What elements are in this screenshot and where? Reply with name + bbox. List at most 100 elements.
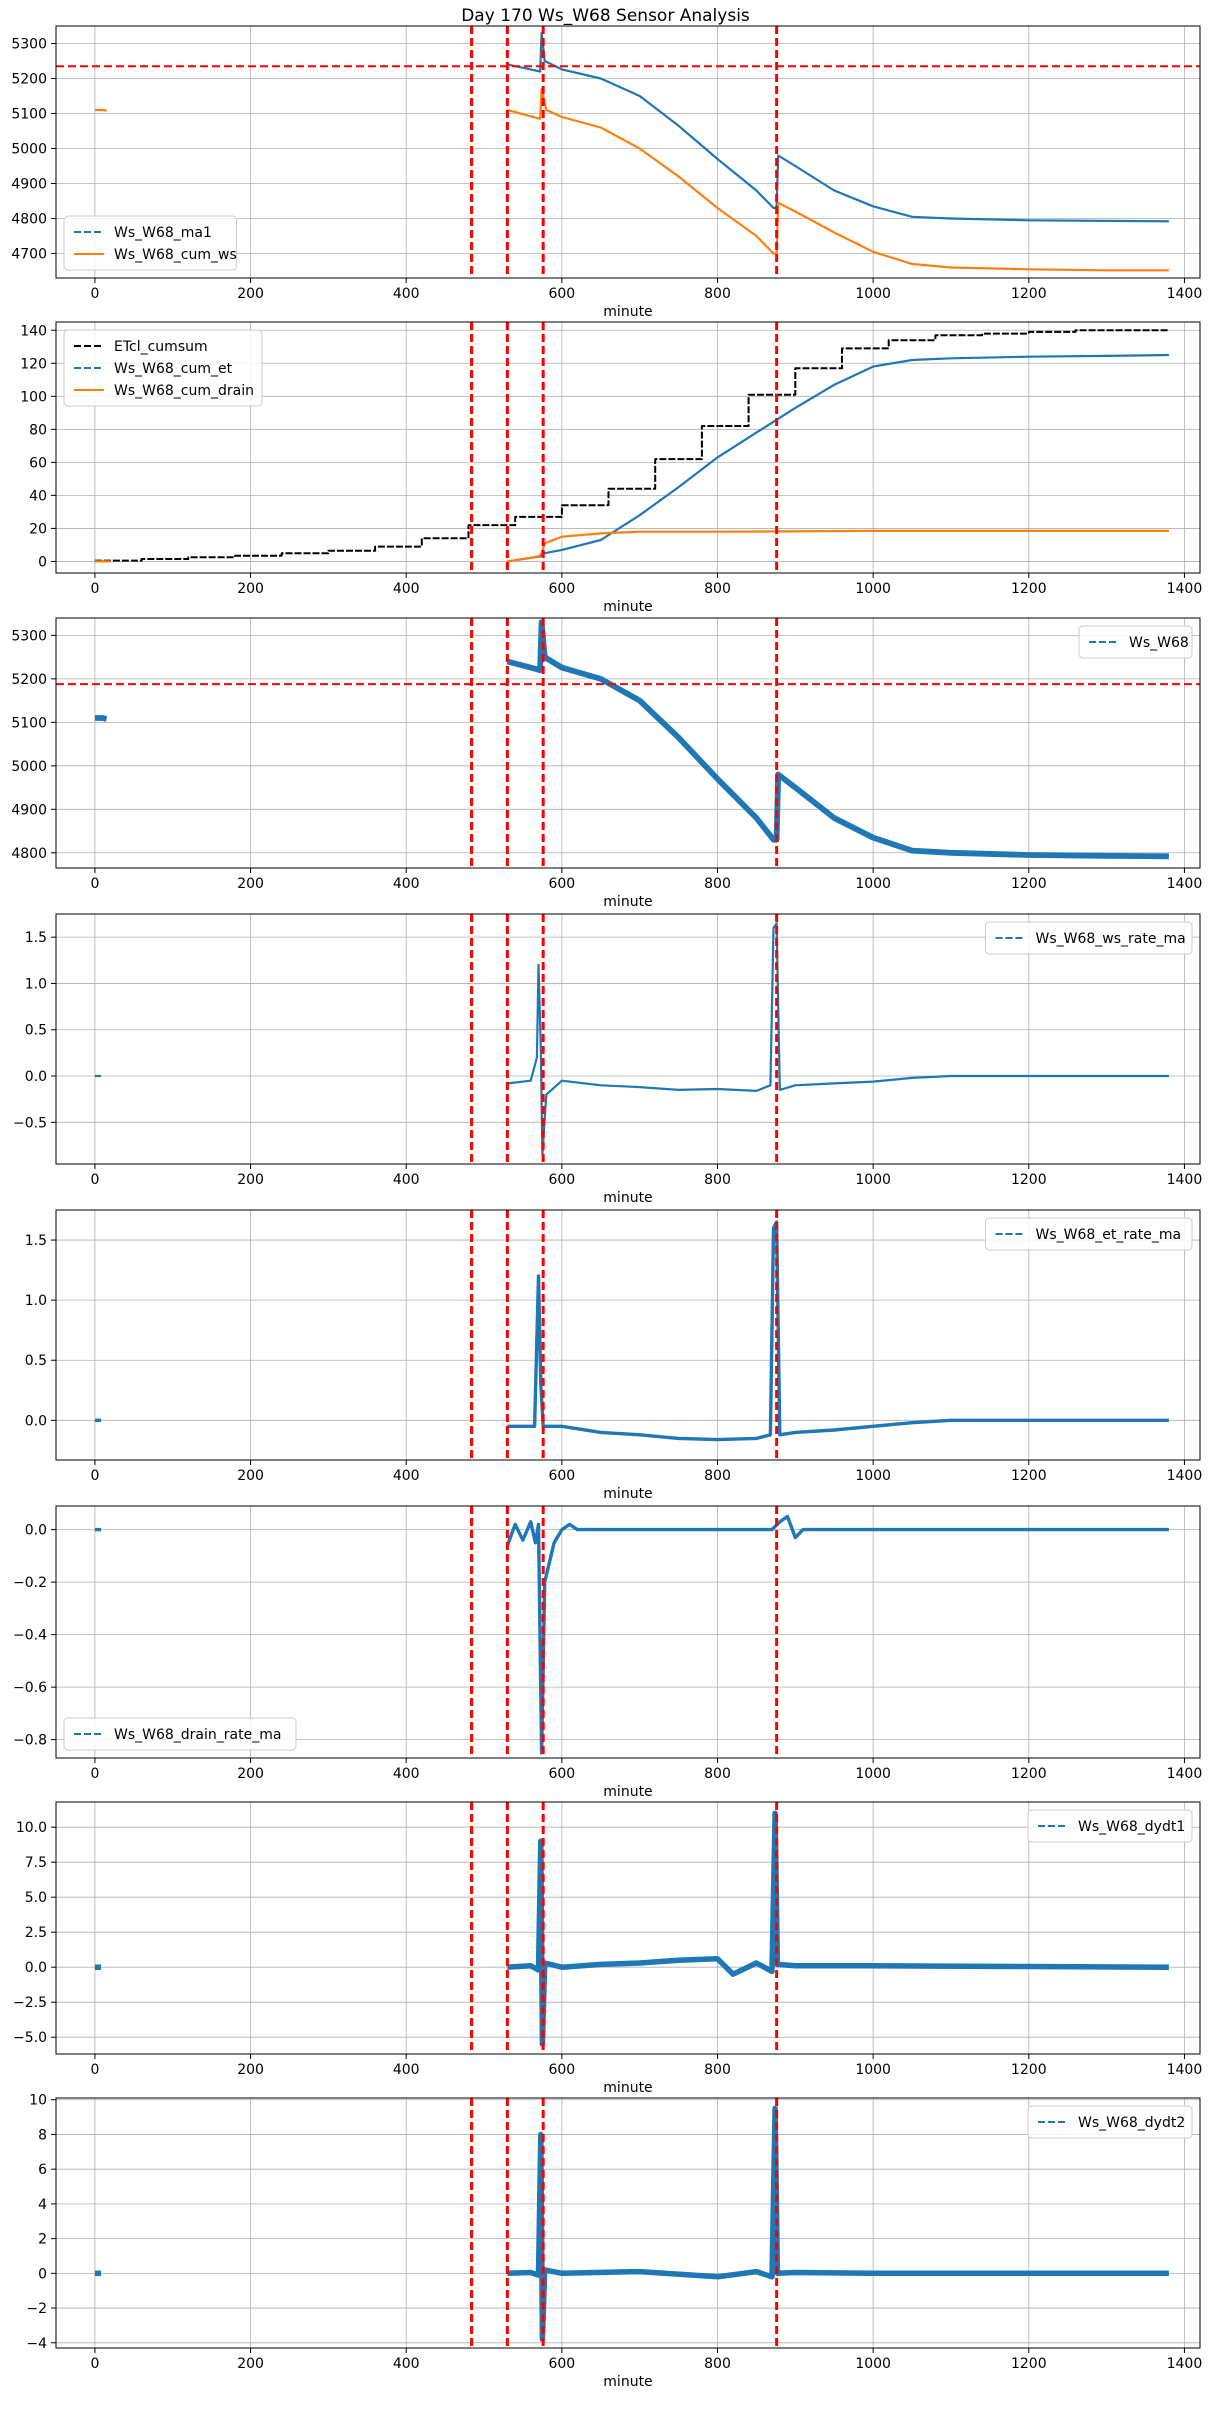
- y-tick-label: 1.5: [25, 1233, 47, 1249]
- legend-box: [985, 1217, 1193, 1251]
- y-tick-label: 8: [38, 2127, 47, 2143]
- y-tick-label: 4800: [11, 212, 47, 228]
- plot-area: [94, 619, 1169, 860]
- chart-panel-7: 0 200 400 600 800 1000 1200 1400 −5.0 −2.5 0.0 2.5 5…: [13, 1801, 1203, 2096]
- plot-area: [94, 1220, 1169, 1442]
- y-tick-label: 2.5: [25, 1925, 47, 1941]
- y-tick-label: 0.0: [25, 1523, 47, 1539]
- legend-box: [1027, 2105, 1193, 2139]
- y-tick-label: 4900: [11, 177, 47, 193]
- x-tick-label: 800: [704, 2062, 731, 2078]
- y-tick-label: 0.0: [25, 1960, 47, 1976]
- series-line-Ws_W68: [94, 715, 108, 722]
- y-tick-label: 1.5: [25, 930, 47, 946]
- legend-label: Ws_W68_cum_ws: [114, 247, 237, 263]
- legend-label: Ws_W68_dydt2: [1078, 2115, 1185, 2131]
- x-axis-label: minute: [603, 599, 652, 615]
- x-tick-label: 0: [90, 2356, 99, 2372]
- x-tick-label: 1000: [855, 581, 891, 597]
- x-tick-label: 200: [237, 286, 264, 302]
- x-tick-label: 600: [548, 286, 575, 302]
- legend: Ws_W68: [1078, 625, 1193, 659]
- x-tick-label: 1000: [855, 2356, 891, 2372]
- y-tick-label: 5000: [11, 142, 47, 158]
- x-tick-label: 400: [393, 876, 420, 892]
- x-tick-label: 800: [704, 286, 731, 302]
- x-tick-label: 1000: [855, 2062, 891, 2078]
- x-tick-label: 1200: [1011, 1766, 1047, 1782]
- y-tick-label: −0.6: [13, 1680, 47, 1696]
- y-tick-label: 1.0: [25, 1293, 47, 1309]
- x-tick-label: 0: [90, 581, 99, 597]
- x-tick-label: 1400: [1167, 1766, 1203, 1782]
- y-tick-label: 80: [29, 422, 47, 438]
- series-line-Ws_W68_cum_ws: [507, 87, 1169, 272]
- legend-box: [1027, 1809, 1193, 1843]
- y-tick-label: 120: [20, 356, 47, 372]
- legend-box: [985, 921, 1193, 955]
- x-tick-label: 1400: [1167, 1468, 1203, 1484]
- axes-frame: [55, 1801, 1201, 2055]
- x-tick-label: 200: [237, 1468, 264, 1484]
- x-axis-label: minute: [603, 1784, 652, 1800]
- axes-frame: [55, 321, 1201, 574]
- x-tick-label: 400: [393, 581, 420, 597]
- legend: Ws_W68_dydt2: [1027, 2105, 1193, 2139]
- y-tick-label: −2.5: [13, 1995, 47, 2011]
- legend: Ws_W68_drain_rate_ma: [63, 1717, 297, 1751]
- y-tick-label: 0: [38, 554, 47, 570]
- x-tick-label: 200: [237, 2062, 264, 2078]
- y-tick-label: 5300: [11, 628, 47, 644]
- y-tick-label: 0.0: [25, 1413, 47, 1429]
- x-tick-label: 1400: [1167, 286, 1203, 302]
- legend: Ws_W68_et_rate_ma: [985, 1217, 1193, 1251]
- x-tick-label: 600: [548, 581, 575, 597]
- x-tick-label: 1200: [1011, 1468, 1047, 1484]
- x-tick-label: 1400: [1167, 581, 1203, 597]
- chart-panel-3: 0 200 400 600 800 1000 1200 1400 4800 4900 5000 510…: [11, 617, 1202, 910]
- x-tick-label: 200: [237, 2356, 264, 2372]
- axes-frame: [55, 1505, 1201, 1759]
- legend: Ws_W68_ws_rate_ma: [985, 921, 1193, 955]
- y-tick-label: 40: [29, 488, 47, 504]
- x-tick-label: 1000: [855, 1468, 891, 1484]
- axes-frame: [55, 1209, 1201, 1461]
- series-line-Ws_W68_cum_ws: [94, 108, 107, 112]
- y-tick-label: 5100: [11, 107, 47, 123]
- chart-panel-1: 0 200 400 600 800 1000 1200 1400 4700 4800 4900 500…: [11, 25, 1203, 320]
- plot-area: [94, 922, 1169, 1156]
- series-line-Ws_W68_dydt2: [507, 2105, 1169, 2343]
- y-tick-label: 140: [20, 323, 47, 339]
- x-tick-label: 400: [393, 286, 420, 302]
- y-tick-label: 0.5: [25, 1023, 47, 1039]
- series-line-ETcl_cumsum: [94, 329, 1169, 562]
- legend-box: [63, 215, 237, 271]
- x-tick-label: 0: [90, 286, 99, 302]
- x-tick-label: 0: [90, 1468, 99, 1484]
- x-tick-label: 600: [548, 1172, 575, 1188]
- x-tick-label: 800: [704, 876, 731, 892]
- y-tick-label: 5000: [11, 759, 47, 775]
- plot-area: [94, 1514, 1169, 1755]
- x-tick-label: 1200: [1011, 2062, 1047, 2078]
- y-tick-label: −0.4: [13, 1628, 47, 1644]
- legend-label: Ws_W68_ws_rate_ma: [1036, 931, 1186, 947]
- y-tick-label: −0.5: [13, 1115, 47, 1131]
- legend-box: [63, 1717, 297, 1751]
- legend-box: [1078, 625, 1193, 659]
- x-tick-label: 800: [704, 1468, 731, 1484]
- x-tick-label: 1000: [855, 1766, 891, 1782]
- chart-panel-8: 0 200 400 600 800 1000 1200 1400 −4 −2 0 2 4 6 8 10 minu…: [26, 2093, 1202, 2390]
- y-tick-label: 4900: [11, 802, 47, 818]
- axes-frame: [55, 913, 1201, 1165]
- x-tick-label: 800: [704, 581, 731, 597]
- x-axis-label: minute: [603, 1190, 652, 1206]
- legend-label: Ws_W68_drain_rate_ma: [114, 1727, 281, 1743]
- x-tick-label: 1400: [1167, 2062, 1203, 2078]
- legend-label: Ws_W68_dydt1: [1078, 1819, 1185, 1835]
- legend: Ws_W68_dydt1: [1027, 1809, 1193, 1843]
- x-tick-label: 800: [704, 1172, 731, 1188]
- y-tick-label: −2: [26, 2301, 47, 2317]
- y-tick-label: 60: [29, 455, 47, 471]
